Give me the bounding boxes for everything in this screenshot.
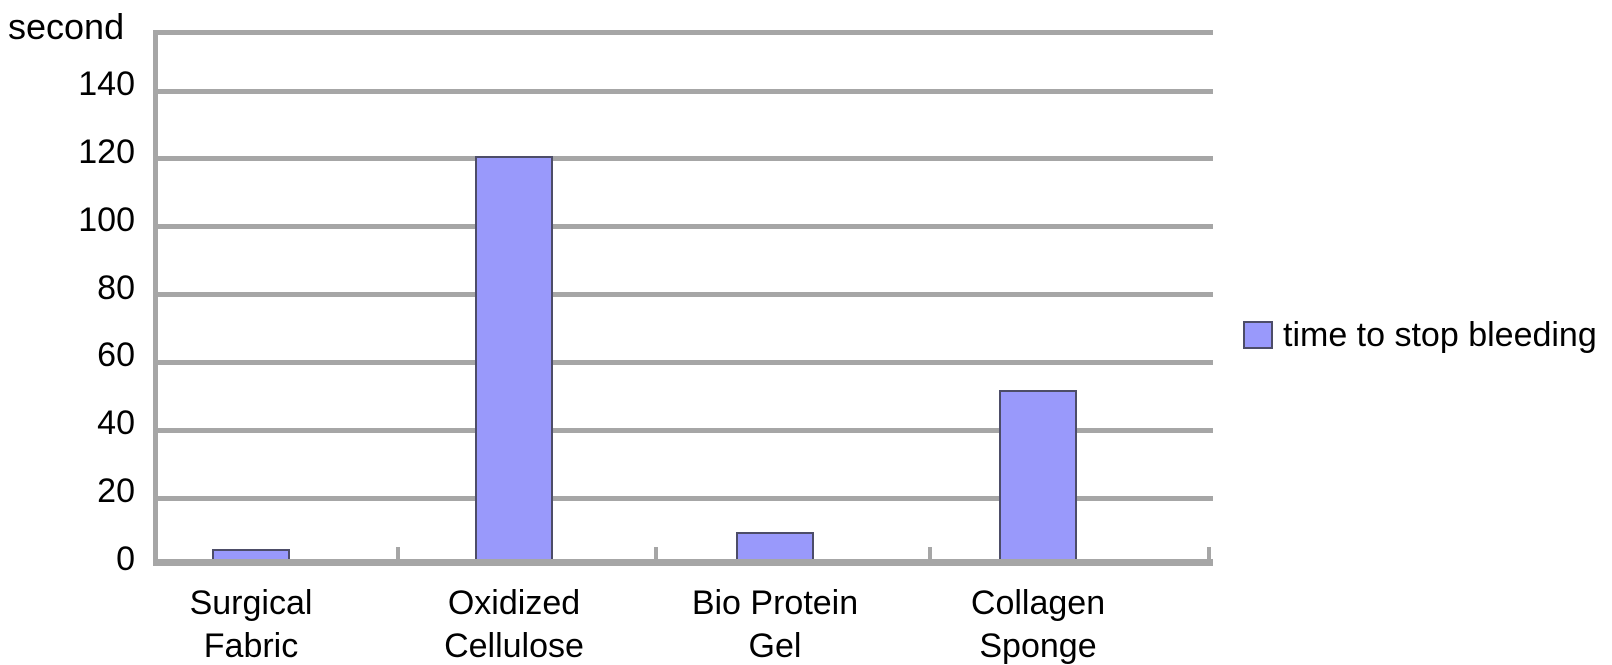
- gridline: [153, 292, 1213, 298]
- y-tick-label: 60: [97, 336, 135, 375]
- x-category-label-line: Gel: [748, 627, 802, 665]
- x-axis-tick: [1207, 547, 1211, 559]
- y-axis-unit-label: second: [8, 6, 125, 47]
- x-axis-tick: [654, 547, 658, 559]
- y-tick-label: 0: [116, 540, 135, 578]
- y-tick-label: 140: [78, 65, 135, 104]
- gridline: [153, 224, 1213, 230]
- legend-swatch-icon: [1243, 321, 1273, 349]
- bar: [475, 156, 553, 566]
- y-axis-line: [153, 30, 158, 566]
- x-axis-line: [153, 559, 1213, 566]
- x-category-label-line: Oxidized: [447, 584, 581, 622]
- x-category-label: Surgical Fabric: [101, 582, 401, 665]
- x-category-label-line: Cellulose: [444, 627, 584, 665]
- y-tick-label: 80: [97, 268, 135, 307]
- bar: [999, 390, 1077, 566]
- x-axis-tick: [928, 547, 932, 559]
- gridline: [153, 88, 1213, 94]
- x-axis-tick: [396, 547, 400, 559]
- y-tick-label: 100: [78, 200, 135, 239]
- x-category-label-line: Sponge: [979, 627, 1097, 665]
- gridline: [153, 156, 1213, 162]
- y-tick-label: 120: [78, 132, 135, 171]
- x-category-label: Oxidized Cellulose: [364, 582, 664, 665]
- x-category-label-line: Surgical: [189, 584, 313, 622]
- plot-top-border: [153, 30, 1213, 35]
- gridline: [153, 359, 1213, 365]
- plot-area: [153, 30, 1213, 566]
- y-tick-label: 40: [97, 404, 135, 443]
- legend: time to stop bleeding: [1243, 315, 1597, 355]
- gridline: [153, 427, 1213, 433]
- legend-label: time to stop bleeding: [1283, 316, 1597, 354]
- y-tick-label: 20: [97, 472, 135, 511]
- x-category-label-line: Bio Protein: [691, 584, 859, 622]
- x-category-label-line: Collagen: [970, 584, 1106, 622]
- x-category-label-line: Fabric: [203, 627, 299, 665]
- x-category-label: Collagen Sponge: [888, 582, 1188, 665]
- x-category-label: Bio Protein Gel: [625, 582, 925, 665]
- gridline: [153, 495, 1213, 501]
